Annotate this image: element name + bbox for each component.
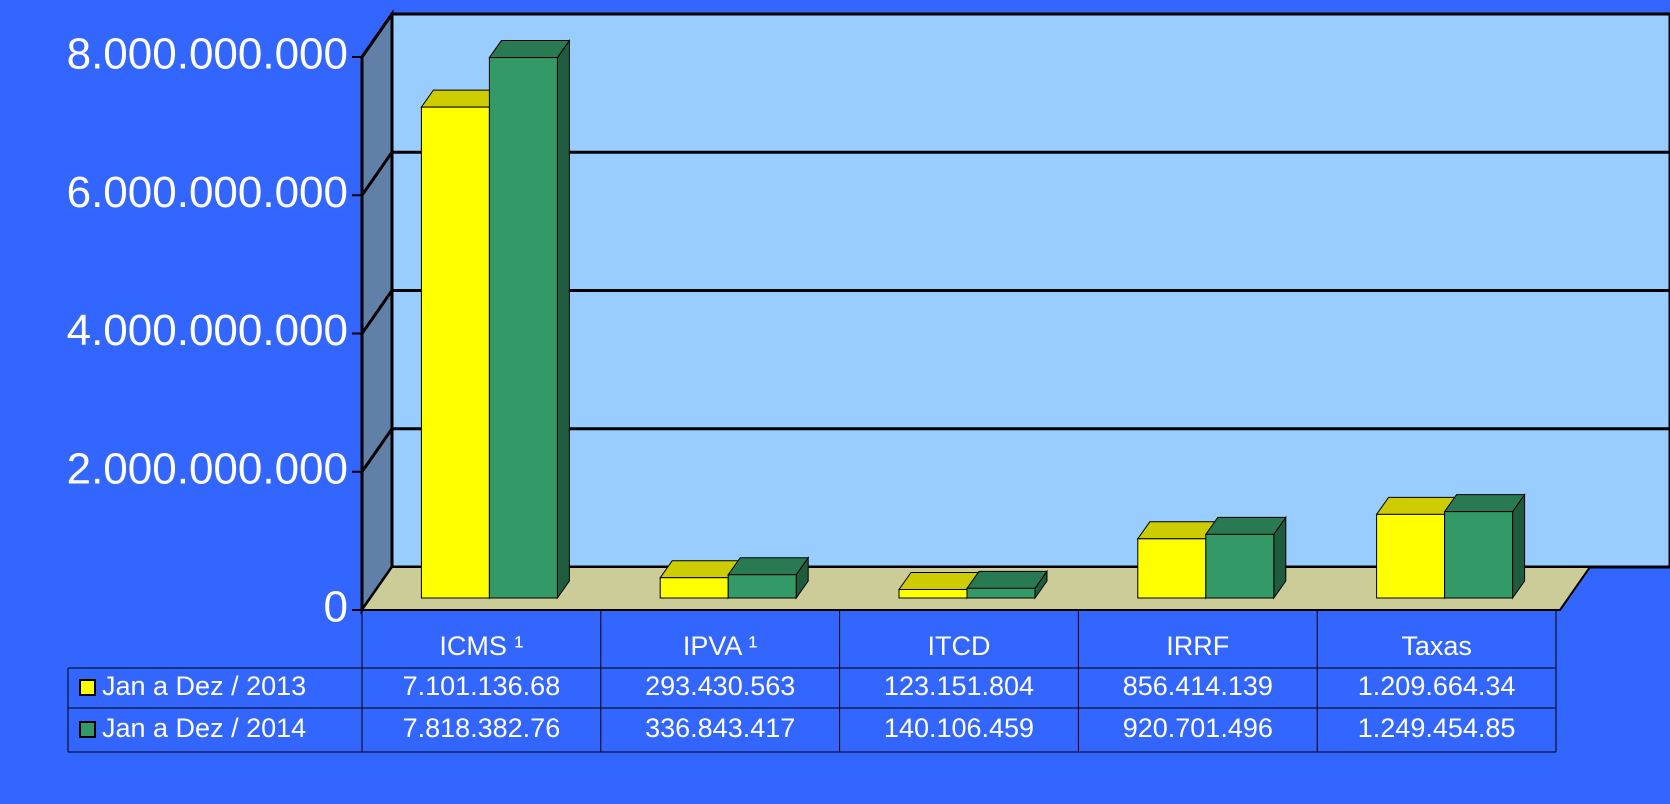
x-tick-label: ICMS ¹ bbox=[439, 631, 523, 661]
bar bbox=[488, 57, 558, 599]
value-label: 856.414.139 bbox=[1123, 671, 1273, 701]
grid-line bbox=[360, 150, 1670, 197]
x-tick-label: Taxas bbox=[1401, 631, 1472, 661]
legend-swatch bbox=[79, 679, 96, 696]
bar-top bbox=[1443, 494, 1526, 513]
bar-top bbox=[727, 557, 810, 576]
bar-side bbox=[556, 38, 570, 600]
x-tick-label: IPVA ¹ bbox=[683, 631, 758, 661]
x-tick-label: ITCD bbox=[928, 631, 991, 661]
grid-line bbox=[360, 427, 1670, 473]
bar-top bbox=[898, 571, 980, 590]
bar-top bbox=[1204, 516, 1287, 535]
x-tick-label: IRRF bbox=[1166, 631, 1229, 661]
bar-top bbox=[488, 40, 571, 59]
bar bbox=[1444, 511, 1514, 599]
value-label: 1.209.664.34 bbox=[1358, 671, 1516, 701]
bar bbox=[420, 106, 490, 599]
bar-top bbox=[966, 570, 1048, 589]
value-label: 920.701.496 bbox=[1123, 713, 1273, 743]
value-label: 336.843.417 bbox=[645, 713, 795, 743]
bar bbox=[727, 574, 797, 599]
bar bbox=[659, 577, 729, 599]
bar bbox=[1376, 513, 1446, 599]
y-tick-label: 8.000.000.000 bbox=[67, 30, 348, 79]
y-tick-label: 0 bbox=[324, 583, 348, 632]
bar bbox=[966, 587, 1036, 599]
bar bbox=[898, 588, 968, 599]
bar-side bbox=[1512, 493, 1526, 600]
value-label: 7.818.382.76 bbox=[403, 713, 561, 743]
grid-line bbox=[360, 12, 1670, 58]
value-label: 1.249.454.85 bbox=[1358, 713, 1516, 743]
bar bbox=[1205, 533, 1275, 599]
y-tick-label: 4.000.000.000 bbox=[67, 306, 348, 355]
legend-label: Jan a Dez / 2014 bbox=[102, 713, 306, 743]
y-tick-label: 6.000.000.000 bbox=[67, 168, 348, 217]
legend-label: Jan a Dez / 2013 bbox=[102, 671, 306, 701]
legend-swatch bbox=[79, 721, 96, 738]
grid-line bbox=[360, 289, 1670, 335]
value-label: 7.101.136.68 bbox=[403, 671, 561, 701]
value-label: 123.151.804 bbox=[884, 671, 1034, 701]
value-label: 140.106.459 bbox=[884, 713, 1034, 743]
y-tick-label: 2.000.000.000 bbox=[67, 444, 348, 493]
value-label: 293.430.563 bbox=[645, 671, 795, 701]
bar bbox=[1137, 538, 1207, 599]
